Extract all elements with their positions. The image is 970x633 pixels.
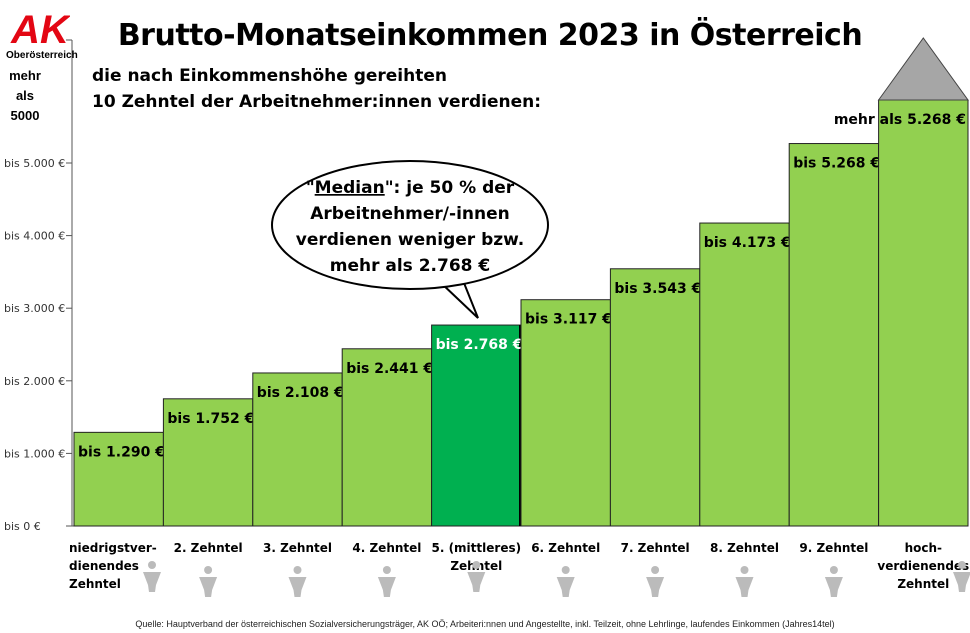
person-icon (953, 561, 970, 592)
category-label: hoch- (905, 541, 942, 555)
callout-line-3: verdienen weniger bzw. (296, 230, 524, 250)
subtitle-line-1: die nach Einkommenshöhe gereihten (92, 66, 447, 86)
category-label: 5. (mittleres) (431, 541, 521, 555)
category-label: Zehntel (69, 577, 121, 591)
person-icon (199, 566, 218, 597)
person-icon (824, 566, 843, 597)
category-label: verdienendes (877, 559, 969, 573)
person-icon (735, 566, 754, 597)
ak-logo: AK (10, 8, 70, 48)
bar (520, 299, 611, 527)
category-label: 2. Zehntel (174, 541, 243, 555)
data-label: bis 1.290 € (78, 444, 165, 460)
bar (699, 222, 790, 527)
top-axis-label: mehr als 5000 (9, 68, 41, 123)
data-label: bis 1.752 € (167, 411, 254, 427)
bar (341, 348, 433, 527)
data-label: bis 2.108 € (257, 385, 344, 401)
person-icon (288, 566, 307, 597)
open-top-triangle (877, 37, 969, 101)
data-label: mehr als 5.268 € (834, 112, 966, 128)
person-icon (646, 566, 665, 597)
category-label: 9. Zehntel (799, 541, 868, 555)
category-label: dienendes (69, 559, 139, 573)
svg-text:AK: AK (10, 8, 70, 48)
callout-line-1: "Median": je 50 % der (306, 178, 515, 198)
bar (73, 431, 164, 527)
subtitle-line-2: 10 Zehntel der Arbeitnehmer:innen verdie… (92, 92, 542, 112)
category-label: niedrigstver- (69, 541, 157, 555)
y-tick-label: bis 4.000 € (4, 230, 65, 243)
data-label: bis 2.768 € (436, 337, 523, 353)
y-tick-label: bis 5.000 € (4, 157, 65, 170)
data-label: bis 5.268 € (793, 156, 880, 172)
bar (252, 372, 343, 527)
category-label: 8. Zehntel (710, 541, 779, 555)
category-label: 4. Zehntel (352, 541, 421, 555)
person-icon (377, 566, 396, 597)
callout-join (440, 277, 463, 283)
source-note: Quelle: Hauptverband der österreichische… (135, 619, 835, 629)
data-label: bis 2.441 € (346, 361, 433, 377)
y-tick-label: bis 3.000 € (4, 302, 65, 315)
bar (162, 398, 254, 527)
bar (609, 268, 701, 527)
category-label: 3. Zehntel (263, 541, 332, 555)
category-label: 6. Zehntel (531, 541, 600, 555)
bar (878, 99, 969, 527)
person-icon (143, 561, 161, 592)
person-icon (556, 566, 575, 597)
y-tick-label: bis 0 € (4, 520, 41, 533)
median-callout (271, 160, 549, 290)
callout-line-4: mehr als 2.768 € (330, 256, 491, 276)
logo-region: Oberösterreich (6, 50, 78, 61)
data-label: bis 3.117 € (525, 312, 612, 328)
y-tick-label: bis 2.000 € (4, 375, 65, 388)
person-icon (467, 561, 486, 592)
category-label: Zehntel (897, 577, 949, 591)
data-label: bis 4.173 € (704, 235, 791, 251)
callout-line-2: Arbeitnehmer/-innen (310, 204, 509, 224)
bar (431, 324, 522, 527)
page-title: Brutto-Monatseinkommen 2023 in Österreic… (117, 18, 863, 53)
data-label: bis 3.543 € (614, 281, 701, 297)
y-tick-label: bis 1.000 € (4, 447, 65, 460)
category-label: 7. Zehntel (621, 541, 690, 555)
callout-tail (439, 277, 479, 319)
bar (788, 143, 880, 527)
